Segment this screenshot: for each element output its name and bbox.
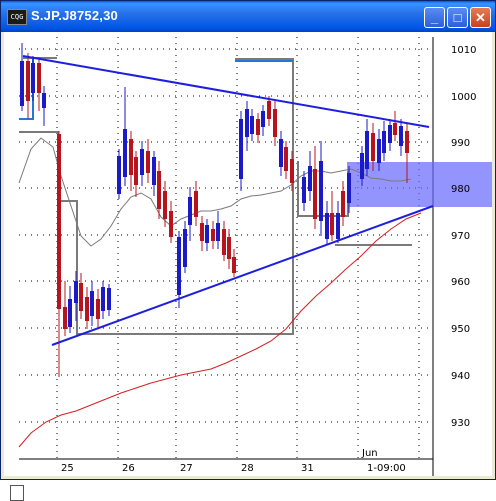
price-label: 950	[451, 324, 470, 335]
date-label: 1-09:00	[367, 463, 406, 474]
price-label: 960	[451, 277, 470, 288]
date-label: 26	[122, 463, 135, 474]
price-label: 980	[451, 184, 470, 195]
price-label: 970	[451, 231, 470, 242]
price-label: 1010	[451, 45, 476, 56]
price-axis: 1010 1000 990 980 970 960 950 940 930	[451, 45, 476, 429]
cqg-app-icon[interactable]: CQG	[7, 9, 27, 25]
window-title: S.JP.J8752,30	[31, 8, 118, 23]
price-chart[interactable]: 1010 1000 990 980 970 960 950 940 930 25…	[4, 32, 492, 476]
minimize-button[interactable]: _	[424, 7, 445, 28]
title-bar[interactable]: CQG S.JP.J8752,30 _ □ ✕	[1, 1, 495, 32]
date-label: 27	[180, 463, 193, 474]
lower-trendline	[51, 205, 434, 346]
close-button[interactable]: ✕	[470, 7, 491, 28]
maximize-button[interactable]: □	[447, 7, 468, 28]
date-label: 28	[241, 463, 254, 474]
highlight-zone	[347, 162, 492, 207]
moving-average-long	[18, 212, 422, 448]
date-axis: 25 26 27 28 31 Jun 1-09:00	[61, 448, 406, 474]
price-label: 990	[451, 138, 470, 149]
date-label: 25	[61, 463, 74, 474]
chart-area[interactable]: 1010 1000 990 980 970 960 950 940 930 25…	[4, 32, 492, 501]
price-label: 930	[451, 418, 470, 429]
upper-trendline	[22, 55, 430, 128]
candles	[20, 43, 409, 377]
scroll-handle[interactable]	[10, 485, 24, 501]
price-label: 1000	[451, 92, 476, 103]
moving-average-short	[18, 137, 412, 247]
date-label: 31	[301, 463, 314, 474]
date-label: Jun	[361, 448, 378, 459]
price-label: 940	[451, 371, 470, 382]
